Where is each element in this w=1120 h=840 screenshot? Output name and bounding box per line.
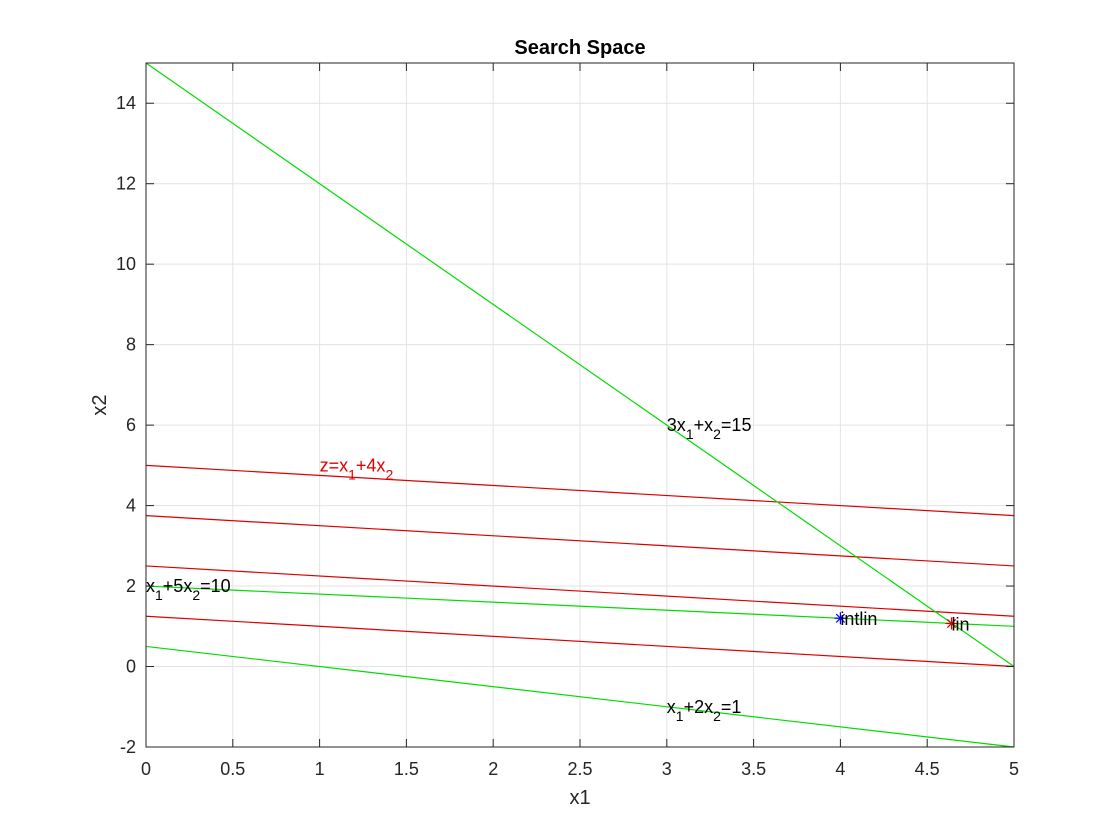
- equation-text: 3x: [667, 415, 686, 435]
- point-label-intlin: intlin: [840, 609, 877, 629]
- equation-text: +x: [694, 415, 714, 435]
- subscript: 1: [676, 708, 684, 724]
- point-label-lin: lin: [952, 614, 970, 634]
- constraint-line-2: [145, 585, 1015, 627]
- y-axis-label: x2: [89, 394, 111, 415]
- subscript: 2: [192, 587, 200, 603]
- y-tick-label: 6: [126, 415, 136, 435]
- x-tick-label: 0.5: [220, 759, 245, 779]
- x-axis-label: x1: [569, 787, 590, 809]
- objective-line-3: [145, 565, 1015, 617]
- subscript: 2: [713, 426, 721, 442]
- x-tick-label: 2.5: [567, 759, 592, 779]
- y-tick-label: 12: [116, 174, 136, 194]
- constraint-line-1: [145, 62, 1015, 668]
- y-tick-label: 8: [126, 335, 136, 355]
- constraint-line-3: [145, 645, 1015, 748]
- equation-text: +4x: [356, 455, 386, 475]
- subscript: 2: [713, 708, 721, 724]
- y-tick-label: 10: [116, 254, 136, 274]
- equation-annotation: x1+2x2=1: [667, 697, 742, 724]
- equation-text: +2x: [684, 697, 714, 717]
- x-ticks: 0 0.5 1 1.5 2 2.5 3 3.5 4 4.5 5: [141, 63, 1019, 779]
- subscript: 1: [155, 587, 163, 603]
- subscript: 2: [385, 466, 393, 482]
- x-tick-label: 5: [1009, 759, 1019, 779]
- x-tick-label: 3.5: [741, 759, 766, 779]
- data-lines: [145, 62, 1015, 748]
- subscript: 1: [348, 466, 356, 482]
- chart-title: Search Space: [514, 37, 645, 59]
- objective-line-2: [145, 515, 1015, 567]
- point-marker-intlin: [834, 612, 847, 625]
- y-tick-label: 2: [126, 576, 136, 596]
- equation-text: =10: [200, 576, 231, 596]
- x-tick-label: 2: [488, 759, 498, 779]
- y-tick-label: 14: [116, 93, 136, 113]
- equation-text: =1: [721, 697, 742, 717]
- y-tick-label: 4: [126, 496, 136, 516]
- equation-text: z=x: [320, 455, 349, 475]
- data-markers: intlin lin: [834, 609, 970, 634]
- x-tick-label: 1: [315, 759, 325, 779]
- equation-text: =15: [721, 415, 752, 435]
- objective-line-1: [145, 464, 1015, 517]
- x-tick-label: 4: [835, 759, 845, 779]
- x-tick-label: 4.5: [915, 759, 940, 779]
- objective-line-4: [145, 615, 1015, 668]
- y-tick-label: 0: [126, 657, 136, 677]
- equation-annotation: 3x1+x2=15: [667, 415, 752, 442]
- equation-text: +5x: [163, 576, 193, 596]
- subscript: 1: [686, 426, 694, 442]
- point-marker-lin: [945, 617, 958, 630]
- x-tick-label: 3: [662, 759, 672, 779]
- x-tick-label: 1.5: [394, 759, 419, 779]
- equation-annotation: z=x1+4x2: [320, 455, 394, 482]
- y-tick-label: -2: [120, 737, 136, 757]
- x-tick-label: 0: [141, 759, 151, 779]
- equation-text: x: [667, 697, 676, 717]
